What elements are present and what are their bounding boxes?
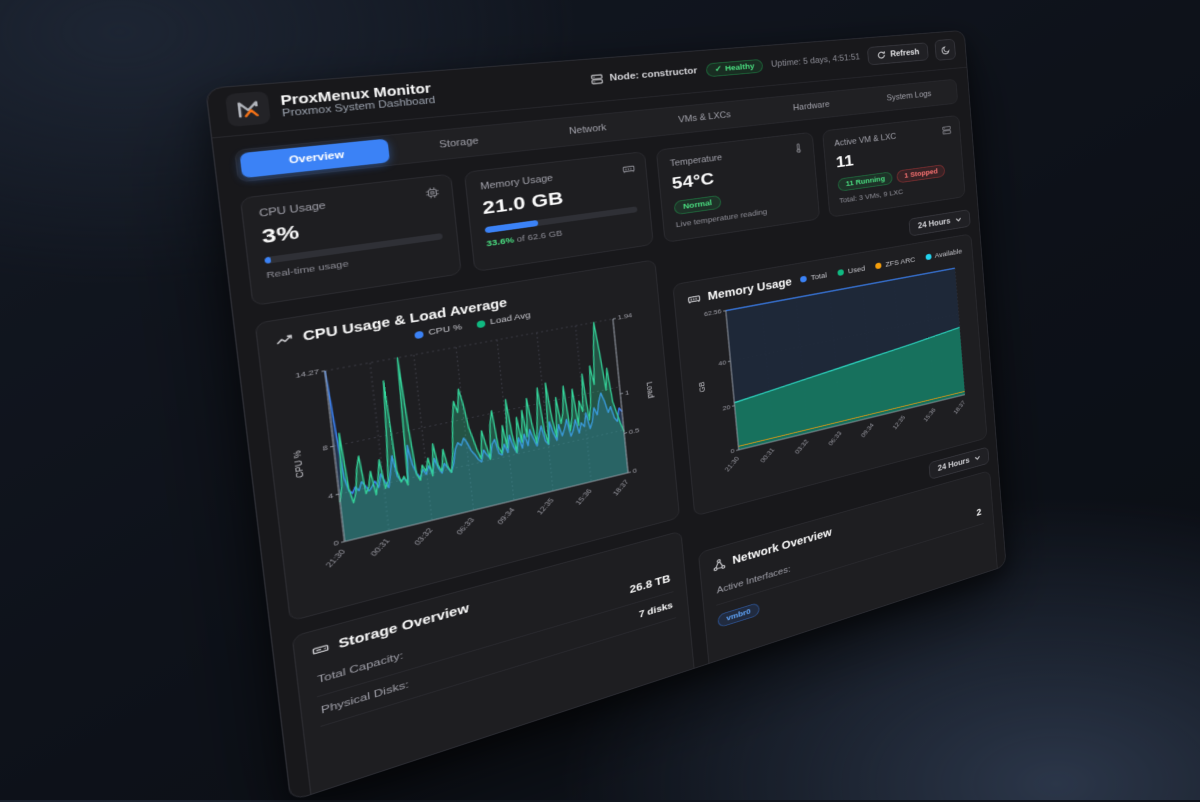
svg-text:0: 0 — [333, 539, 339, 549]
svg-text:21:30: 21:30 — [324, 548, 348, 569]
node-info: Node: constructor — [590, 65, 698, 86]
svg-text:1: 1 — [625, 389, 630, 397]
moon-icon — [940, 45, 950, 55]
svg-text:03:32: 03:32 — [794, 438, 811, 455]
svg-text:00:31: 00:31 — [759, 447, 776, 464]
theme-toggle-button[interactable] — [934, 39, 956, 61]
refresh-button[interactable]: Refresh — [867, 42, 929, 65]
brand-text: ProxMenux Monitor Proxmox System Dashboa… — [280, 80, 436, 119]
servers-icon — [941, 125, 952, 136]
memory-chart-icon — [687, 291, 701, 305]
svg-text:40: 40 — [718, 359, 726, 368]
memory-icon — [622, 162, 636, 175]
cpu-progress-fill — [264, 257, 270, 264]
thermometer-icon — [792, 142, 804, 154]
network-icon — [712, 556, 726, 571]
chevron-down-icon — [955, 216, 962, 223]
svg-text:4: 4 — [328, 491, 335, 501]
legend-item: Available — [925, 247, 962, 261]
svg-text:18:37: 18:37 — [612, 479, 631, 497]
svg-text:0: 0 — [730, 448, 734, 456]
server-icon — [590, 73, 605, 86]
svg-text:12:35: 12:35 — [892, 415, 907, 431]
svg-text:20: 20 — [722, 403, 730, 412]
svg-text:12:35: 12:35 — [536, 497, 556, 516]
memory-progress-fill — [485, 220, 539, 233]
svg-text:8: 8 — [322, 444, 328, 453]
check-icon: ✓ — [714, 64, 722, 73]
svg-text:00:31: 00:31 — [369, 537, 392, 557]
vm-running-badge: 11 Running — [837, 171, 893, 191]
svg-text:06:33: 06:33 — [455, 517, 477, 537]
chevron-down-icon — [974, 454, 981, 461]
svg-text:62.56: 62.56 — [704, 308, 722, 319]
svg-text:09:34: 09:34 — [860, 422, 876, 439]
hard-drive-icon — [311, 640, 330, 658]
time-range-select[interactable]: 24 Hours — [909, 209, 971, 236]
dashboard-window: ProxMenux Monitor Proxmox System Dashboa… — [205, 30, 1006, 802]
svg-text:15:36: 15:36 — [922, 407, 937, 423]
svg-text:GB: GB — [697, 381, 707, 393]
cpu-icon — [424, 186, 441, 200]
node-label: Node: constructor — [609, 66, 697, 83]
legend-item: Total — [800, 271, 827, 284]
svg-text:03:32: 03:32 — [413, 527, 435, 547]
svg-text:21:30: 21:30 — [724, 456, 741, 474]
svg-text:06:33: 06:33 — [827, 430, 843, 447]
svg-text:CPU %: CPU % — [291, 449, 306, 479]
svg-text:18:37: 18:37 — [952, 400, 966, 416]
svg-text:Load: Load — [644, 381, 655, 399]
svg-text:0: 0 — [632, 467, 637, 475]
legend-item: Used — [837, 264, 865, 277]
svg-text:1.94: 1.94 — [617, 312, 633, 322]
uptime-text: Uptime: 5 days, 4:51:51 — [771, 52, 861, 69]
svg-text:0.5: 0.5 — [629, 427, 640, 437]
vm-stopped-badge: 1 Stopped — [896, 164, 945, 183]
right-column: 24 Hours — [670, 209, 999, 683]
health-badge: ✓ Healthy — [705, 59, 763, 77]
left-column: CPU Usage & Load Average CPU %Load Avg 1… — [255, 259, 697, 802]
refresh-icon — [876, 50, 886, 60]
svg-text:14.27: 14.27 — [295, 368, 320, 381]
temperature-status-badge: Normal — [674, 195, 722, 215]
svg-text:15:36: 15:36 — [574, 488, 594, 507]
svg-text:09:34: 09:34 — [496, 506, 517, 526]
proxmenux-logo — [225, 91, 271, 127]
logo-m-icon — [233, 97, 263, 120]
interface-chip[interactable]: vmbr0 — [717, 602, 759, 628]
trending-up-icon — [274, 331, 294, 348]
